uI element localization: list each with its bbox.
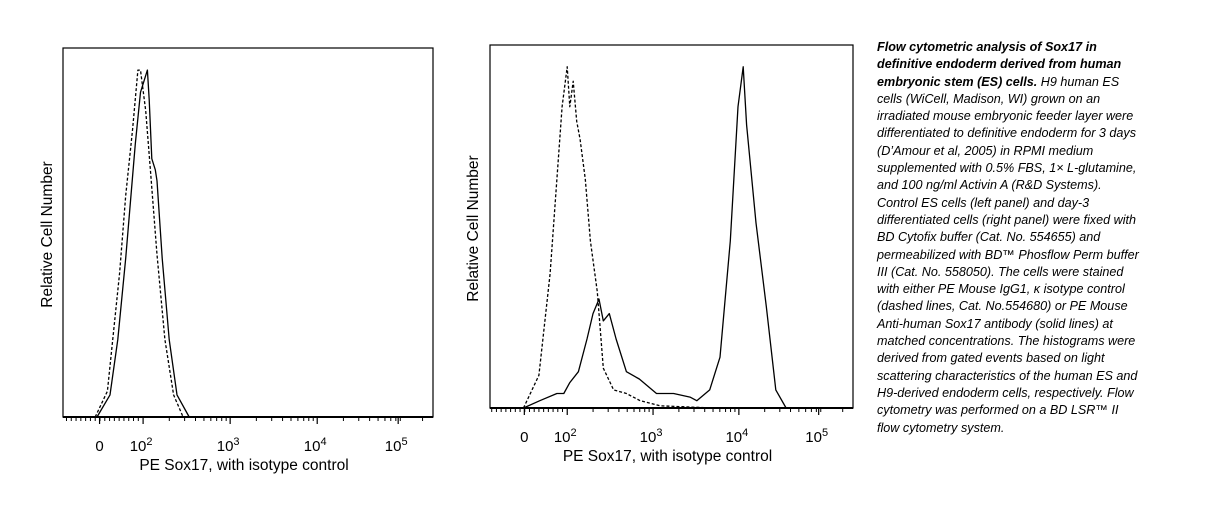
- plot-frame: [489, 44, 854, 409]
- x-tick-label: 104: [304, 436, 327, 455]
- caption-title: Flow cytometric analysis of Sox17 in def…: [877, 40, 1122, 89]
- plot-frame: [62, 47, 434, 418]
- isotype-control-curve: [522, 66, 787, 409]
- x-axis-title: PE Sox17, with isotype control: [139, 457, 348, 474]
- y-axis-title: Relative Cell Number: [39, 161, 56, 307]
- x-tick-label: 103: [640, 427, 663, 446]
- figure-caption: Flow cytometric analysis of Sox17 in def…: [877, 39, 1143, 437]
- x-tick-label: 102: [554, 427, 577, 446]
- x-tick-label: 105: [805, 427, 828, 446]
- histogram-panel-right: 0 102 103 104 105 PE Sox17, with isotype cont…: [465, 44, 854, 465]
- isotype-control-curve: [94, 69, 184, 418]
- histogram-panel-left: 0 102 103 104 105 PE Sox17, with isotype cont…: [39, 47, 434, 474]
- caption-body: H9 human ES cells (WiCell, Madison, WI) …: [877, 74, 1139, 435]
- sox17-antibody-curve: [96, 69, 190, 418]
- x-tick-label: 104: [725, 427, 748, 446]
- sox17-antibody-curve: [523, 66, 787, 409]
- x-tick-label: 105: [385, 436, 408, 455]
- x-tick-label: 103: [217, 436, 240, 455]
- x-tick-label: 102: [130, 436, 153, 455]
- x-axis-title: PE Sox17, with isotype control: [563, 448, 772, 465]
- y-axis-title: Relative Cell Number: [465, 155, 482, 301]
- x-tick-label: 0: [95, 438, 103, 455]
- x-tick-label: 0: [520, 429, 528, 446]
